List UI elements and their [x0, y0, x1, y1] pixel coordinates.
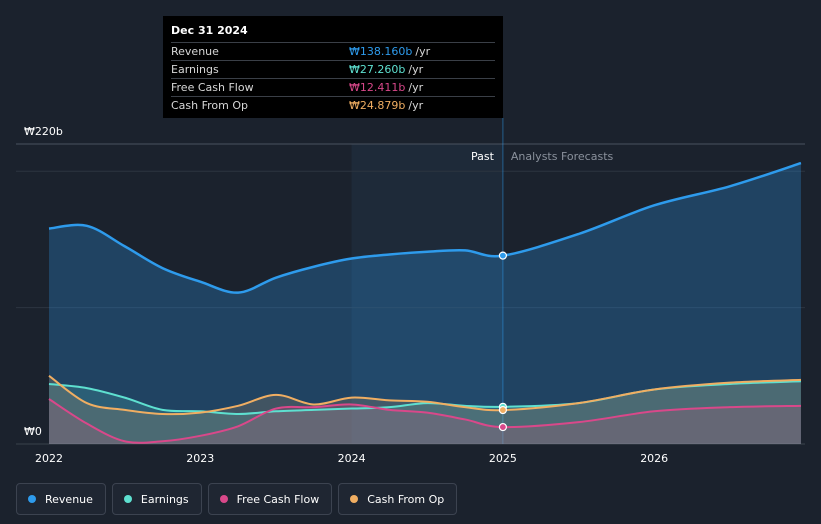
- tooltip-unit: /yr: [408, 63, 424, 76]
- legend-item-revenue[interactable]: Revenue: [16, 483, 106, 515]
- tooltip-value: ₩24.879b: [349, 99, 406, 112]
- x-tick-label: 2022: [35, 452, 63, 465]
- legend: Revenue Earnings Free Cash Flow Cash Fro…: [16, 483, 458, 515]
- tooltip-unit: /yr: [415, 45, 431, 58]
- x-tick-label: 2026: [640, 452, 668, 465]
- legend-item-free-cash-flow[interactable]: Free Cash Flow: [207, 483, 333, 515]
- tooltip-date: Dec 31 2024: [171, 24, 248, 37]
- legend-label: Revenue: [45, 492, 93, 506]
- y-axis-top-label: ₩220b: [24, 125, 63, 138]
- x-tick-label: 2024: [338, 452, 366, 465]
- free-cash-flow-marker: [498, 422, 507, 432]
- legend-dot-icon: [28, 495, 36, 503]
- cash-from-op-marker: [498, 405, 507, 415]
- free-cash-flow-line: [48, 398, 801, 444]
- tooltip-row-revenue: Revenue ₩138.160b /yr: [171, 42, 495, 60]
- x-tick-label: 2023: [186, 452, 214, 465]
- tooltip-label: Free Cash Flow: [171, 81, 254, 94]
- legend-label: Earnings: [140, 492, 189, 506]
- past-shade-band: [351, 144, 503, 444]
- y-axis-bottom-label: ₩0: [24, 425, 42, 438]
- tooltip-unit: /yr: [408, 99, 424, 112]
- legend-item-earnings[interactable]: Earnings: [111, 483, 202, 515]
- free-cash-flow-area: [49, 399, 801, 444]
- tooltip-unit: /yr: [408, 81, 424, 94]
- legend-item-cash-from-op[interactable]: Cash From Op: [338, 483, 458, 515]
- revenue-line: [48, 161, 802, 294]
- cash-from-op-line: [48, 375, 801, 416]
- tooltip-value: ₩27.260b: [349, 63, 406, 76]
- tooltip-label: Earnings: [171, 63, 219, 76]
- tooltip-row-earnings: Earnings ₩27.260b /yr: [171, 60, 495, 78]
- tooltip-label: Cash From Op: [171, 99, 249, 112]
- tooltip-row-cash-from-op: Cash From Op ₩24.879b /yr: [171, 96, 495, 114]
- legend-label: Cash From Op: [367, 492, 445, 506]
- legend-dot-icon: [123, 495, 132, 503]
- legend-dot-icon: [350, 495, 359, 503]
- tooltip-label: Revenue: [171, 45, 219, 58]
- tooltip-row-free-cash-flow: Free Cash Flow ₩12.411b /yr: [171, 78, 495, 96]
- tooltip: Dec 31 2024 Revenue ₩138.160b /yr Earnin…: [163, 16, 503, 118]
- legend-dot-icon: [219, 495, 228, 503]
- revenue-area: [49, 163, 801, 444]
- revenue-marker: [498, 251, 507, 260]
- x-tick-label: 2025: [489, 452, 517, 465]
- legend-label: Free Cash Flow: [236, 492, 320, 506]
- forecast-label: Analysts Forecasts: [511, 150, 614, 163]
- tooltip-value: ₩12.411b: [349, 81, 406, 94]
- tooltip-value: ₩138.160b: [349, 45, 413, 58]
- past-label: Past: [471, 150, 495, 163]
